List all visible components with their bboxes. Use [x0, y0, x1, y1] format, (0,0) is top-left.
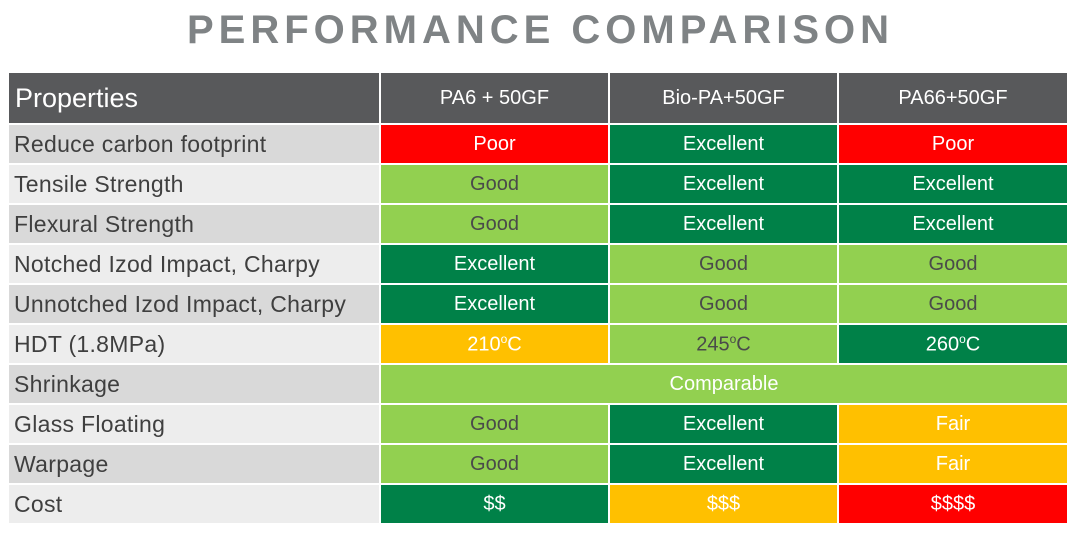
property-label: Tensile Strength [7, 163, 381, 205]
rating-cell: Excellent [837, 203, 1069, 245]
unit-letter: C [507, 333, 522, 356]
rating-cell: Poor [837, 123, 1069, 165]
hdt-cell: 260oC [837, 323, 1069, 365]
header-pa66: PA66+50GF [837, 71, 1069, 125]
property-label: HDT (1.8MPa) [7, 323, 381, 365]
unit-letter: C [736, 333, 751, 356]
rating-cell: Excellent [608, 203, 839, 245]
table-row: Tensile Strength Good Excellent Excellen… [7, 163, 1069, 205]
table-row: Warpage Good Excellent Fair [7, 443, 1069, 485]
rating-cell: Good [837, 243, 1069, 285]
degree-sign: o [729, 331, 737, 346]
rating-cell: Good [608, 243, 839, 285]
table-row: Notched Izod Impact, Charpy Excellent Go… [7, 243, 1069, 285]
degree-sign: o [500, 331, 508, 346]
rating-cell: Excellent [608, 403, 839, 445]
table-row: Flexural Strength Good Excellent Excelle… [7, 203, 1069, 245]
unit-letter: C [965, 333, 981, 356]
rating-cell: Poor [379, 123, 610, 165]
rating-cell: Good [379, 203, 610, 245]
rating-cell: Fair [837, 403, 1069, 445]
hdt-value: 210 [467, 333, 501, 356]
table-row: Shrinkage Comparable [7, 363, 1069, 405]
merged-rating-cell: Comparable [379, 363, 1069, 405]
cost-cell: $$$$ [837, 483, 1069, 525]
rating-cell: Fair [837, 443, 1069, 485]
header-pa6: PA6 + 50GF [379, 71, 610, 125]
rating-cell: Good [379, 163, 610, 205]
header-properties: Properties [7, 71, 381, 125]
degree-sign: o [959, 331, 966, 346]
cost-cell: $$ [379, 483, 610, 525]
property-label: Flexural Strength [7, 203, 381, 245]
property-label: Shrinkage [7, 363, 381, 405]
rating-cell: Excellent [379, 243, 610, 285]
header-row: Properties PA6 + 50GF Bio-PA+50GF PA66+5… [7, 71, 1069, 125]
table-row: Reduce carbon footprint Poor Excellent P… [7, 123, 1069, 165]
cost-cell: $$$ [608, 483, 839, 525]
rating-cell: Excellent [837, 163, 1069, 205]
rating-cell: Excellent [608, 443, 839, 485]
table-row: HDT (1.8MPa) 210oC 245oC 260oC [7, 323, 1069, 365]
property-label: Unnotched Izod Impact, Charpy [7, 283, 381, 325]
rating-cell: Excellent [379, 283, 610, 325]
property-label: Notched Izod Impact, Charpy [7, 243, 381, 285]
hdt-value: 260 [925, 333, 960, 356]
table-row: Cost $$ $$$ $$$$ [7, 483, 1069, 525]
hdt-cell: 210oC [379, 323, 610, 365]
rating-cell: Good [379, 403, 610, 445]
page-title: PERFORMANCE COMPARISON [186, 8, 895, 52]
property-label: Reduce carbon footprint [7, 123, 381, 165]
property-label: Glass Floating [7, 403, 381, 445]
header-bio-pa: Bio-PA+50GF [608, 71, 839, 125]
rating-cell: Excellent [608, 163, 839, 205]
rating-cell: Good [837, 283, 1069, 325]
property-label: Warpage [7, 443, 381, 485]
property-label: Cost [7, 483, 381, 525]
rating-cell: Good [608, 283, 839, 325]
rating-cell: Good [379, 443, 610, 485]
hdt-value: 245 [696, 333, 730, 356]
comparison-table: Properties PA6 + 50GF Bio-PA+50GF PA66+5… [7, 71, 1069, 525]
table-row: Unnotched Izod Impact, Charpy Excellent … [7, 283, 1069, 325]
hdt-cell: 245oC [608, 323, 839, 365]
table-row: Glass Floating Good Excellent Fair [7, 403, 1069, 445]
rating-cell: Excellent [608, 123, 839, 165]
